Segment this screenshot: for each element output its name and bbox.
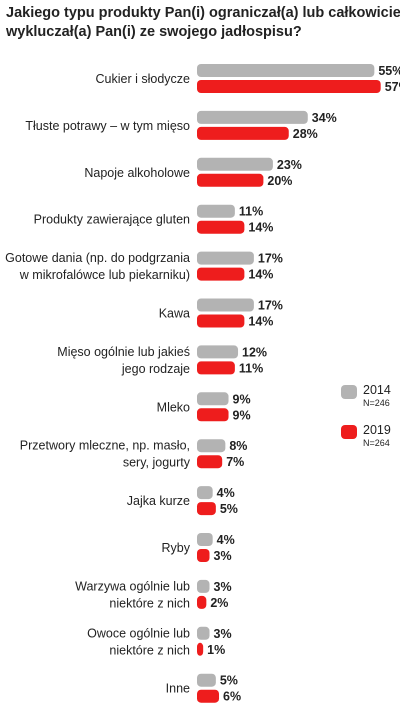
legend-sample-size-2014: N=246 <box>363 398 390 408</box>
category-label: Inne <box>166 682 190 696</box>
bar-2014 <box>197 626 210 640</box>
chart-title-line-2: wykluczał(a) Pan(i) ze swojego jadłospis… <box>6 24 302 40</box>
category-label: sery, jogurty <box>123 456 191 470</box>
data-label-2014: 23% <box>277 158 302 172</box>
data-label-2014: 55% <box>378 64 400 78</box>
bar-2014 <box>197 110 308 124</box>
legend-label-2014: 2014 <box>363 383 391 397</box>
bar-2019 <box>197 549 210 562</box>
data-label-2019: 20% <box>267 174 292 188</box>
data-label-2019: 5% <box>220 502 238 516</box>
bar-2019 <box>197 80 381 93</box>
data-label-2019: 14% <box>248 221 273 235</box>
category-label: Produkty zawierające gluten <box>34 213 190 227</box>
bar-2019 <box>197 595 207 609</box>
bar-2019 <box>197 502 216 516</box>
bar-2014 <box>197 673 216 687</box>
data-label-2014: 3% <box>214 580 232 594</box>
data-label-2014: 4% <box>217 486 235 500</box>
bar-2019 <box>197 361 235 375</box>
data-label-2014: 4% <box>217 533 235 547</box>
data-label-2019: 7% <box>226 455 244 469</box>
bar-2014 <box>197 157 273 171</box>
data-label-2014: 5% <box>220 674 238 688</box>
category-label: Kawa <box>159 307 190 321</box>
data-label-2014: 11% <box>239 205 263 219</box>
data-label-2019: 11% <box>239 361 263 375</box>
category-label: Warzywa ogólnie lub <box>75 579 190 593</box>
category-label: Owoce ogólnie lub <box>87 626 190 640</box>
category-label: Mięso ogólnie lub jakieś <box>57 345 190 359</box>
bar-2019 <box>197 314 245 328</box>
legend-label-2019: 2019 <box>363 423 391 437</box>
data-label-2014: 8% <box>229 439 247 453</box>
data-label-2019: 6% <box>223 690 241 703</box>
bar-2014 <box>197 486 213 500</box>
data-label-2014: 12% <box>242 345 267 359</box>
category-label: niektóre z nich <box>109 643 190 657</box>
bar-2014 <box>197 204 235 218</box>
legend-swatch-2019 <box>341 425 357 439</box>
bar-2014 <box>197 345 239 359</box>
bar-2014 <box>197 64 375 77</box>
legend-sample-size-2019: N=264 <box>363 438 390 448</box>
bar-2014 <box>197 439 226 453</box>
bar-2014 <box>197 392 229 406</box>
category-label: Przetwory mleczne, np. masło, <box>20 439 190 453</box>
data-label-2019: 2% <box>210 596 228 610</box>
bar-2014 <box>197 251 254 265</box>
bar-2019 <box>197 126 289 140</box>
category-label: jego rodzaje <box>121 362 190 376</box>
data-label-2019: 28% <box>293 127 318 141</box>
bar-2014 <box>197 298 254 312</box>
bar-2019 <box>197 455 223 469</box>
data-label-2019: 9% <box>233 408 251 422</box>
data-label-2014: 17% <box>258 299 283 313</box>
category-label: Tłuste potrawy – w tym mięso <box>25 119 190 133</box>
bar-2019 <box>197 408 229 422</box>
chart-title-line-1: Jakiego typu produkty Pan(i) ograniczał(… <box>6 5 400 21</box>
data-label-2019: 3% <box>214 549 232 563</box>
category-label: w mikrofalówce lub piekarniku) <box>19 268 190 282</box>
bar-2019 <box>197 642 204 656</box>
bar-2014 <box>197 533 213 546</box>
category-label: niektóre z nich <box>109 596 190 610</box>
category-label: Napoje alkoholowe <box>84 166 190 180</box>
data-label-2019: 57% <box>385 80 400 94</box>
category-label: Mleko <box>157 400 190 414</box>
bar-2014 <box>197 579 210 593</box>
bar-2019 <box>197 267 245 281</box>
data-label-2014: 17% <box>258 252 283 266</box>
bar-2019 <box>197 173 264 187</box>
category-label: Ryby <box>162 541 191 555</box>
category-label: Jajka kurze <box>127 494 190 508</box>
data-label-2019: 14% <box>248 315 273 329</box>
bar-2019 <box>197 689 220 703</box>
category-label: Gotowe dania (np. do podgrzania <box>5 251 190 265</box>
legend-swatch-2014 <box>341 385 357 399</box>
chart-title: Jakiego typu produkty Pan(i) ograniczał(… <box>6 4 400 42</box>
bar-2019 <box>197 220 245 234</box>
category-label: Cukier i słodycze <box>96 72 191 86</box>
data-label-2019: 14% <box>248 268 273 282</box>
data-label-2019: 1% <box>207 643 225 657</box>
data-label-2014: 3% <box>214 627 232 641</box>
data-label-2014: 34% <box>312 111 337 125</box>
data-label-2014: 9% <box>233 392 251 406</box>
